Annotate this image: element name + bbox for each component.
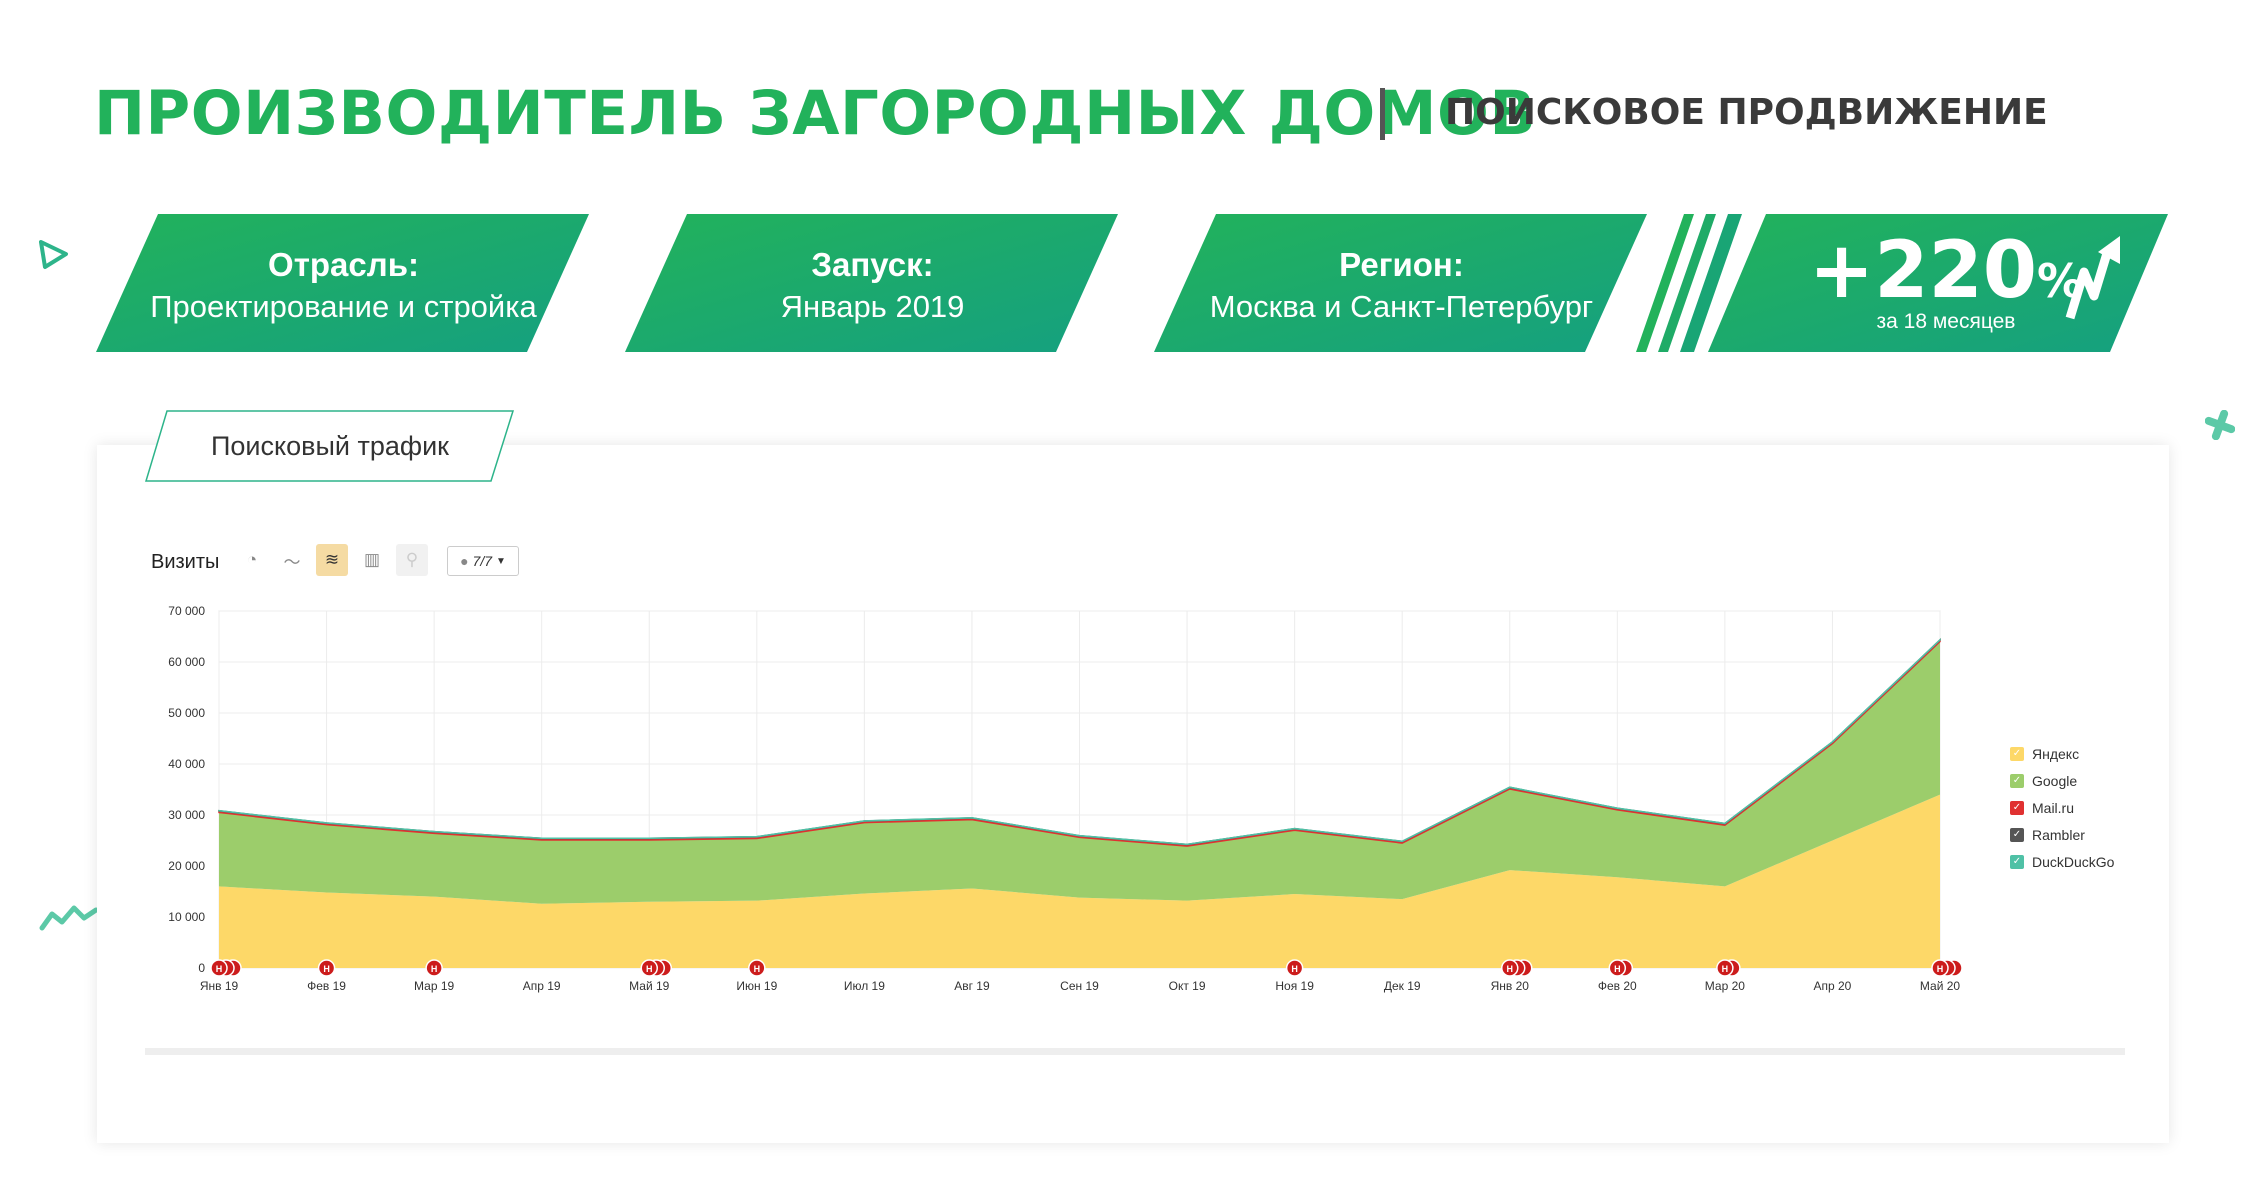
- y-tick-label: 30 000: [168, 808, 205, 822]
- annotation-marker: [748, 959, 766, 977]
- x-tick-label: Окт 19: [1169, 979, 1206, 993]
- tab-search-traffic[interactable]: Поисковый трафик: [145, 410, 515, 482]
- bar-chart-icon[interactable]: ▥: [363, 550, 381, 569]
- growth-arrow-icon: [2065, 236, 2120, 320]
- y-tick-label: 10 000: [168, 910, 205, 924]
- legend-label: Mail.ru: [2032, 799, 2075, 816]
- launch-label: Запуск:: [811, 246, 934, 283]
- annotation-marker: [425, 959, 443, 977]
- page-title: ПРОИЗВОДИТЕЛЬ ЗАГОРОДНЫХ ДОМОВ: [94, 78, 1537, 149]
- x-tick-label: Ноя 19: [1275, 979, 1314, 993]
- legend-item[interactable]: ✓ Mail.ru: [2010, 794, 2114, 821]
- legend-item[interactable]: ✓ Rambler: [2010, 821, 2114, 848]
- legend-label: Rambler: [2032, 826, 2085, 843]
- checkbox-icon[interactable]: ✓: [2010, 773, 2024, 788]
- y-tick-label: 40 000: [168, 757, 205, 771]
- line-chart-icon[interactable]: 〜: [283, 552, 301, 572]
- growth-value: +220%: [1808, 226, 2084, 316]
- x-tick-label: Янв 20: [1491, 979, 1530, 993]
- x-tick-label: Май 19: [629, 979, 670, 993]
- x-tick-label: Июл 19: [844, 979, 885, 993]
- checkbox-icon[interactable]: ✓: [2010, 827, 2024, 842]
- annotation-marker-label: Н: [1722, 964, 1729, 974]
- annotation-marker: [317, 959, 336, 977]
- chart-scrollbar[interactable]: [145, 1048, 2125, 1055]
- legend-label: DuckDuckGo: [2032, 853, 2115, 870]
- x-tick-label: Мар 19: [414, 979, 454, 993]
- growth-period: за 18 месяцев: [1876, 310, 2016, 333]
- region-card: Регион: Москва и Санкт-Петербург: [1154, 214, 1649, 352]
- legend-item[interactable]: ✓ Google: [2010, 767, 2114, 794]
- legend-item[interactable]: ✓ DuckDuckGo: [2010, 848, 2114, 875]
- x-tick-label: Апр 19: [523, 979, 561, 993]
- x-tick-label: Авг 19: [954, 979, 990, 993]
- tab-label: Поисковый трафик: [211, 430, 449, 461]
- series-area-5: [218, 638, 1941, 846]
- y-tick-label: 0: [198, 961, 205, 975]
- zigzag-icon: [39, 905, 99, 931]
- x-tick-label: Июн 19: [736, 979, 777, 993]
- cross-icon: [2205, 410, 2235, 440]
- y-tick-label: 70 000: [168, 604, 205, 618]
- x-tick-label: Май 20: [1920, 979, 1961, 993]
- chevron-down-icon: ▼: [496, 555, 506, 567]
- stacked-area-icon[interactable]: ≋: [316, 544, 348, 576]
- x-tick-label: Фев 19: [307, 979, 346, 993]
- x-tick-label: Сен 19: [1060, 979, 1099, 993]
- annotation-marker-label: Н: [1614, 964, 1621, 974]
- stripes-decoration: [1636, 214, 1742, 352]
- legend-item[interactable]: ✓ Яндекс: [2010, 740, 2114, 767]
- annotation-marker: [1716, 959, 1734, 977]
- y-tick-label: 20 000: [168, 859, 205, 873]
- x-tick-label: Апр 20: [1814, 979, 1852, 993]
- pie-chart-icon[interactable]: ◔: [246, 550, 258, 569]
- annotation-marker-label: Н: [1291, 964, 1298, 974]
- annotation-marker-label: Н: [216, 964, 223, 974]
- annotation-marker: [1501, 959, 1519, 977]
- region-value: Москва и Санкт-Петербург: [1209, 289, 1594, 324]
- legend-label: Яндекс: [2032, 745, 2080, 762]
- legend-label: Google: [2032, 772, 2078, 789]
- industry-value: Проектирование и стройка: [150, 289, 537, 324]
- annotation-marker: [1285, 959, 1304, 977]
- x-tick-label: Дек 19: [1384, 979, 1421, 993]
- x-tick-label: Янв 19: [200, 979, 239, 993]
- annotations-select[interactable]: ● 7/7 ▼: [447, 546, 519, 576]
- checkbox-icon[interactable]: ✓: [2010, 746, 2024, 761]
- series-area-1: [219, 794, 1940, 968]
- chart-title: Визиты: [151, 551, 220, 573]
- annotation-marker: [640, 959, 658, 977]
- industry-card: Отрасль: Проектирование и стройка: [96, 214, 591, 352]
- annotation-marker-label: Н: [1937, 964, 1944, 974]
- series-area-2: [219, 641, 1940, 904]
- page-subtitle: ПОИСКОВОЕ ПРОДВИЖЕНИЕ: [1445, 92, 2048, 133]
- annotation-marker-label: Н: [754, 964, 761, 974]
- annotation-marker: [1608, 959, 1627, 977]
- comment-icon: ●: [460, 553, 469, 569]
- x-tick-label: Мар 20: [1705, 979, 1745, 993]
- annotation-marker-label: Н: [431, 964, 438, 974]
- growth-card: +220% за 18 месяцев: [1708, 214, 2168, 352]
- title-separator: [1380, 88, 1385, 140]
- launch-value: Январь 2019: [780, 289, 965, 324]
- annotation-marker-label: Н: [1507, 964, 1514, 974]
- y-tick-label: 60 000: [168, 655, 205, 669]
- annotation-marker: [210, 959, 228, 977]
- launch-card: Запуск: Январь 2019: [625, 214, 1120, 352]
- chart-legend: ✓ Яндекс ✓ Google ✓ Mail.ru ✓ Rambler ✓ DuckDuckG…: [2010, 740, 2114, 875]
- region-label: Регион:: [1339, 246, 1464, 283]
- map-icon[interactable]: ⚲: [396, 544, 428, 576]
- y-tick-label: 50 000: [168, 706, 205, 720]
- industry-label: Отрасль:: [268, 246, 419, 283]
- checkbox-icon[interactable]: ✓: [2010, 800, 2024, 815]
- annotation-marker-label: Н: [646, 964, 653, 974]
- checkbox-icon[interactable]: ✓: [2010, 854, 2024, 869]
- annotation-marker-label: Н: [323, 964, 330, 974]
- play-triangle-icon: [39, 240, 68, 269]
- x-tick-label: Фев 20: [1598, 979, 1637, 993]
- annotation-marker: [1931, 959, 1949, 977]
